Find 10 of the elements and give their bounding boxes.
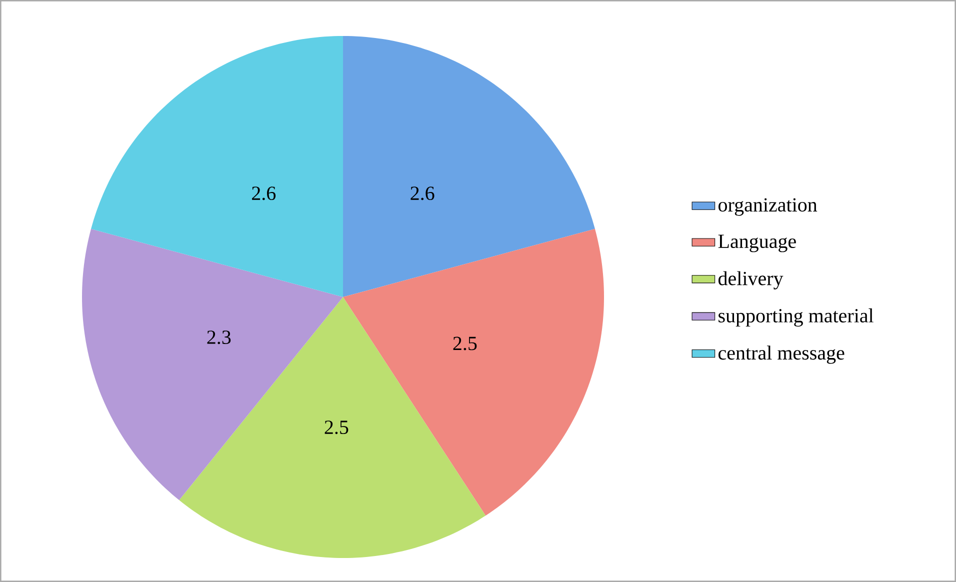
legend-label: central message	[718, 346, 844, 364]
legend-label: delivery	[718, 271, 784, 290]
data-label: 2.5	[453, 336, 477, 350]
legend-label: Language	[718, 234, 796, 252]
data-label: 2.3	[207, 330, 231, 344]
data-label: 2.5	[324, 420, 348, 434]
legend-label: organization	[718, 198, 818, 216]
data-label: 2.6	[252, 186, 276, 200]
legend-label: supporting material	[718, 308, 874, 327]
data-label: 2.6	[410, 186, 434, 200]
